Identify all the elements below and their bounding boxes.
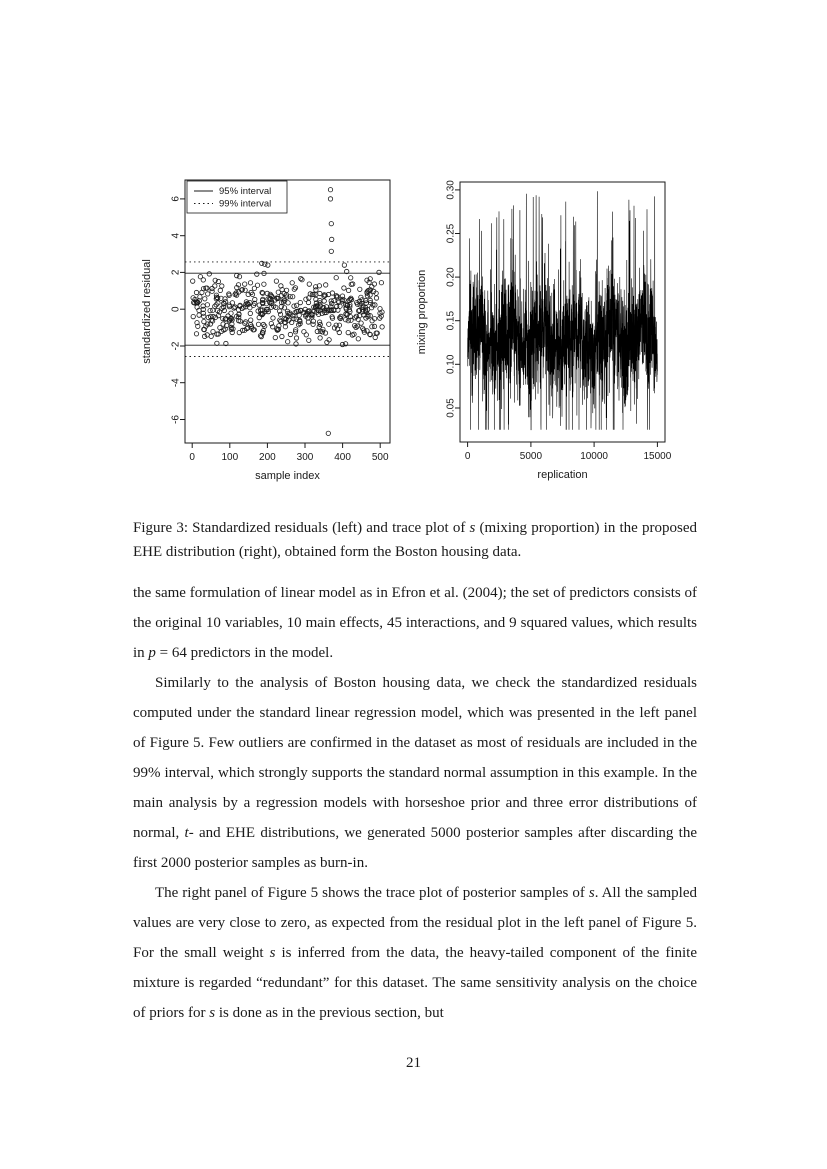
svg-text:15000: 15000	[643, 451, 671, 462]
plot-frame	[184, 179, 391, 444]
x-axis-label: replication	[537, 469, 587, 481]
residual-scatter-plot: 0 100 200 300 400 500 sample index -6 -4 -2 0 2 4 6 st…	[141, 179, 391, 482]
svg-text:6: 6	[171, 196, 182, 202]
x-axis: 0 5000 10000 15000 replication	[465, 442, 672, 481]
text-run: The right panel of Figure 5 shows the tr…	[155, 885, 589, 901]
svg-text:-4: -4	[171, 378, 182, 387]
paragraph: the same formulation of linear model as …	[133, 578, 697, 668]
svg-text:10000: 10000	[580, 451, 608, 462]
math-symbol: p	[148, 645, 156, 661]
svg-text:0.05: 0.05	[446, 398, 457, 418]
math-symbol: s	[209, 1005, 216, 1021]
svg-text:0: 0	[465, 451, 471, 462]
paragraph: The right panel of Figure 5 shows the tr…	[133, 878, 697, 1028]
svg-text:4: 4	[171, 232, 182, 238]
math-symbol: s	[269, 945, 276, 961]
math-symbol: s	[588, 885, 595, 901]
y-axis: 0.05 0.10 0.15 0.20 0.25 0.30 mixing proportio…	[416, 180, 460, 418]
svg-text:100: 100	[221, 452, 238, 463]
svg-text:0.25: 0.25	[446, 223, 457, 243]
svg-text:0.30: 0.30	[446, 180, 457, 200]
trace-plot: 0 5000 10000 15000replication0.050.100.150.…	[416, 180, 672, 481]
legend-label: 99% interval	[219, 199, 271, 210]
text-run: the same formulation of linear model as …	[133, 585, 697, 661]
figure-caption: Figure 3: Standardized residuals (left) …	[133, 516, 697, 564]
page-number: 21	[406, 1055, 421, 1071]
svg-text:400: 400	[334, 452, 351, 463]
svg-text:0.15: 0.15	[446, 311, 457, 331]
legend: 95% interval 99% interval	[186, 180, 288, 214]
text-run: is inferred from the data, the heavy-tai…	[133, 945, 697, 1021]
svg-text:0.10: 0.10	[446, 354, 457, 374]
trace-line	[467, 191, 658, 431]
svg-text:0: 0	[189, 452, 195, 463]
y-axis-label: mixing proportion	[416, 270, 428, 354]
math-symbol: s	[469, 520, 476, 536]
text-run: is done as in the previous section, but	[215, 1005, 444, 1021]
math-symbol: t	[184, 825, 189, 841]
text-run: Figure 3: Standardized residuals (left) …	[133, 520, 470, 536]
svg-text:5000: 5000	[520, 451, 543, 462]
plot-frame	[459, 181, 666, 443]
legend-label: 95% interval	[219, 186, 271, 197]
svg-text:0.20: 0.20	[446, 267, 457, 287]
svg-text:200: 200	[259, 452, 276, 463]
text-run: (mixing proportion) in the proposed EHE …	[133, 520, 697, 560]
svg-text:0: 0	[171, 306, 182, 312]
svg-text:-2: -2	[171, 341, 182, 350]
svg-text:500: 500	[372, 452, 389, 463]
body-text: the same formulation of linear model as …	[133, 578, 697, 1028]
text-run: . All the sampled values are very close …	[133, 885, 698, 961]
svg-text:300: 300	[297, 452, 314, 463]
svg-text:-6: -6	[171, 415, 182, 424]
y-axis: -6 -4 -2 0 2 4 6 standardized residual	[141, 196, 185, 424]
x-axis-label: sample index	[255, 470, 320, 482]
x-axis: 0 100 200 300 400 500 sample index	[189, 443, 389, 482]
text-run: = 64 predictors in the model.	[155, 645, 334, 661]
paragraph: Similarly to the analysis of Boston hous…	[133, 668, 697, 878]
scatter-points	[190, 187, 385, 436]
y-axis-label: standardized residual	[141, 259, 153, 364]
text-run: - and EHE distributions, we generated 50…	[133, 825, 697, 871]
svg-text:2: 2	[171, 269, 182, 275]
text-run: Similarly to the analysis of Boston hous…	[133, 675, 697, 841]
